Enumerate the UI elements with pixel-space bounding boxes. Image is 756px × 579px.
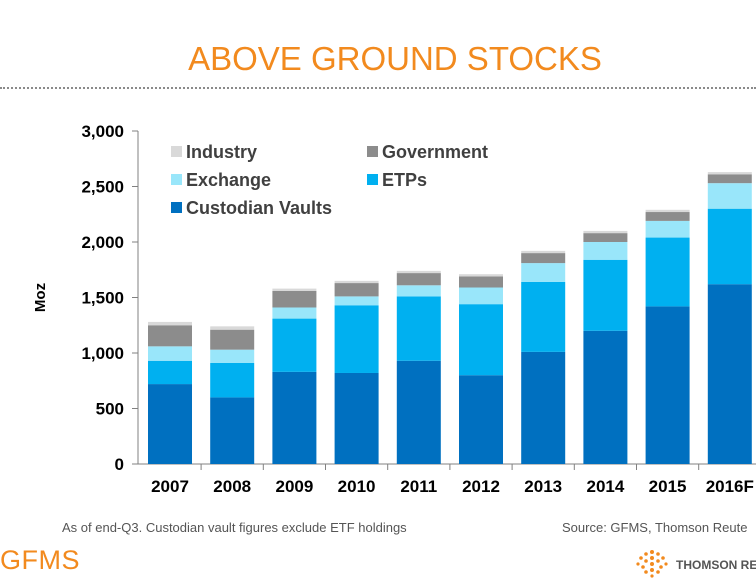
y-tick-label: 500 [96,400,124,419]
bar-segment [459,287,503,305]
legend-swatch [171,202,182,213]
legend-swatch [171,146,182,157]
bar-segment [210,397,255,464]
bar-segment [334,296,379,306]
bar-segment [645,220,690,238]
bar-segment [459,304,503,376]
bar-segment [707,208,752,285]
bar-segment [645,306,690,464]
x-tick-label: 2016F [706,477,754,496]
x-tick-label: 2011 [400,477,437,496]
bar-segment [459,276,503,288]
thomson-reuters-logo-icon [636,550,668,578]
y-tick-label: 3,000 [81,122,124,141]
bar-segment [148,346,192,361]
bar-segment [334,280,379,284]
legend-label: Custodian Vaults [186,198,332,218]
bar-segment [707,183,752,209]
bar-segment [396,285,441,297]
bar-segment [521,351,566,464]
bar-segment [396,273,441,286]
gfms-logo: GFMS [0,545,80,575]
bar-segment [334,305,379,373]
bar-segment [645,209,690,213]
bar-segment [459,274,503,277]
bar-segment [272,288,317,291]
bar-segment [583,230,628,234]
stacked-bar-chart: 0 500 1,000 1,500 2,000 2,500 3,000 Moz 2007 2008… [32,122,756,496]
bar-segment [521,250,566,254]
source-note: Source: GFMS, Thomson Reute [562,520,748,535]
bar-segment [645,237,690,307]
bar-segment [521,281,566,352]
legend-swatch [367,174,378,185]
bar-segment [459,375,503,464]
bar-segment [645,212,690,221]
bar-segment [707,172,752,175]
bar-segment [583,259,628,331]
bar-segment [148,321,192,326]
x-tick-label: 2008 [213,477,251,496]
bar-segment [210,326,255,330]
bar-segment [521,263,566,282]
x-tick-label: 2007 [151,477,189,496]
legend-label: Industry [186,142,257,162]
bar-segment [210,349,255,363]
y-tick-label: 1,500 [81,289,124,308]
bar-segment [396,296,441,361]
legend-label: ETPs [382,170,427,190]
y-tick-label: 1,000 [81,344,124,363]
bar-segment [334,283,379,297]
bar-segment [396,270,441,274]
bar-segment [396,360,441,464]
bar-segment [148,384,192,464]
x-tick-label: 2009 [275,477,313,496]
thomson-reuters-wordmark: THOMSON REU [676,558,756,572]
legend-label: Exchange [186,170,271,190]
y-tick-label: 2,000 [81,233,124,252]
bar-segment [148,325,192,347]
footnote: As of end-Q3. Custodian vault figures ex… [62,520,407,535]
slide-title: ABOVE GROUND STOCKS [188,40,602,77]
x-tick-label: 2015 [649,477,687,496]
y-axis-label: Moz [32,283,49,312]
x-tick-label: 2012 [462,477,500,496]
y-tick-label: 2,500 [81,178,124,197]
bar-segment [272,307,317,319]
legend-swatch [367,146,378,157]
x-tick-label: 2014 [586,477,624,496]
title-divider [0,87,756,89]
bar-segment [707,174,752,184]
bar-segment [521,253,566,264]
bar-segment [272,290,317,308]
legend-label: Government [382,142,488,162]
bar-segment [583,242,628,260]
bar-segment [583,330,628,464]
bar-segment [148,360,192,385]
x-tick-label: 2013 [524,477,562,496]
legend-swatch [171,174,182,185]
bar-segment [583,233,628,242]
bar-segment [707,284,752,464]
bar-segment [272,371,317,464]
x-tick-label: 2010 [338,477,376,496]
bar-segment [210,362,255,398]
bar-segment [210,329,255,350]
bar-segment [272,318,317,372]
y-tick-label: 0 [115,455,124,474]
bar-segment [334,372,379,464]
